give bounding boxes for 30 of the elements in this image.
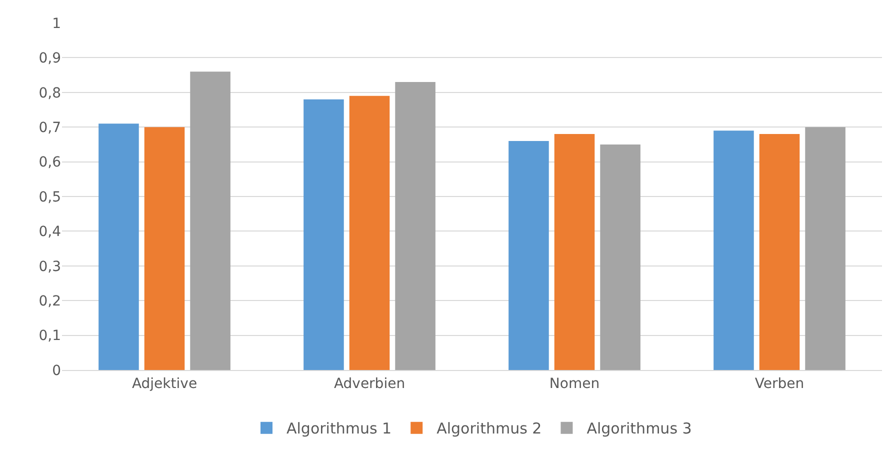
y-tick-label: 0,8: [38, 85, 61, 102]
y-tick-label: 0,3: [38, 258, 61, 275]
y-tick-label: 1: [52, 16, 61, 32]
bar: [349, 96, 390, 370]
y-tick-label: 0,2: [38, 294, 61, 310]
x-tick-label: Verben: [754, 376, 804, 392]
bar: [304, 99, 344, 370]
bar: [554, 134, 595, 370]
bar: [508, 140, 549, 370]
y-tick-label: 0,1: [38, 328, 61, 344]
y-tick-label: 0,5: [38, 189, 61, 206]
x-tick-label: Nomen: [549, 376, 600, 392]
bar: [144, 127, 185, 370]
bar: [805, 127, 846, 370]
bar: [759, 134, 800, 370]
bar: [714, 130, 754, 370]
bar: [395, 82, 436, 370]
legend-label: Algorithmus 2: [436, 420, 542, 438]
y-tick-label: 0,7: [38, 120, 61, 136]
bar: [98, 124, 139, 370]
legend-label: Algorithmus 1: [286, 420, 392, 438]
y-tick-label: 0: [52, 362, 61, 379]
bar: [600, 144, 640, 370]
x-tick-label: Adjektive: [132, 376, 198, 392]
y-tick-label: 0,9: [38, 50, 61, 67]
legend-label: Algorithmus 3: [586, 420, 692, 438]
y-tick-label: 0,6: [38, 154, 62, 171]
bar: [190, 72, 230, 370]
y-tick-label: 0,4: [38, 224, 62, 240]
x-tick-label: Adverbien: [334, 376, 406, 392]
